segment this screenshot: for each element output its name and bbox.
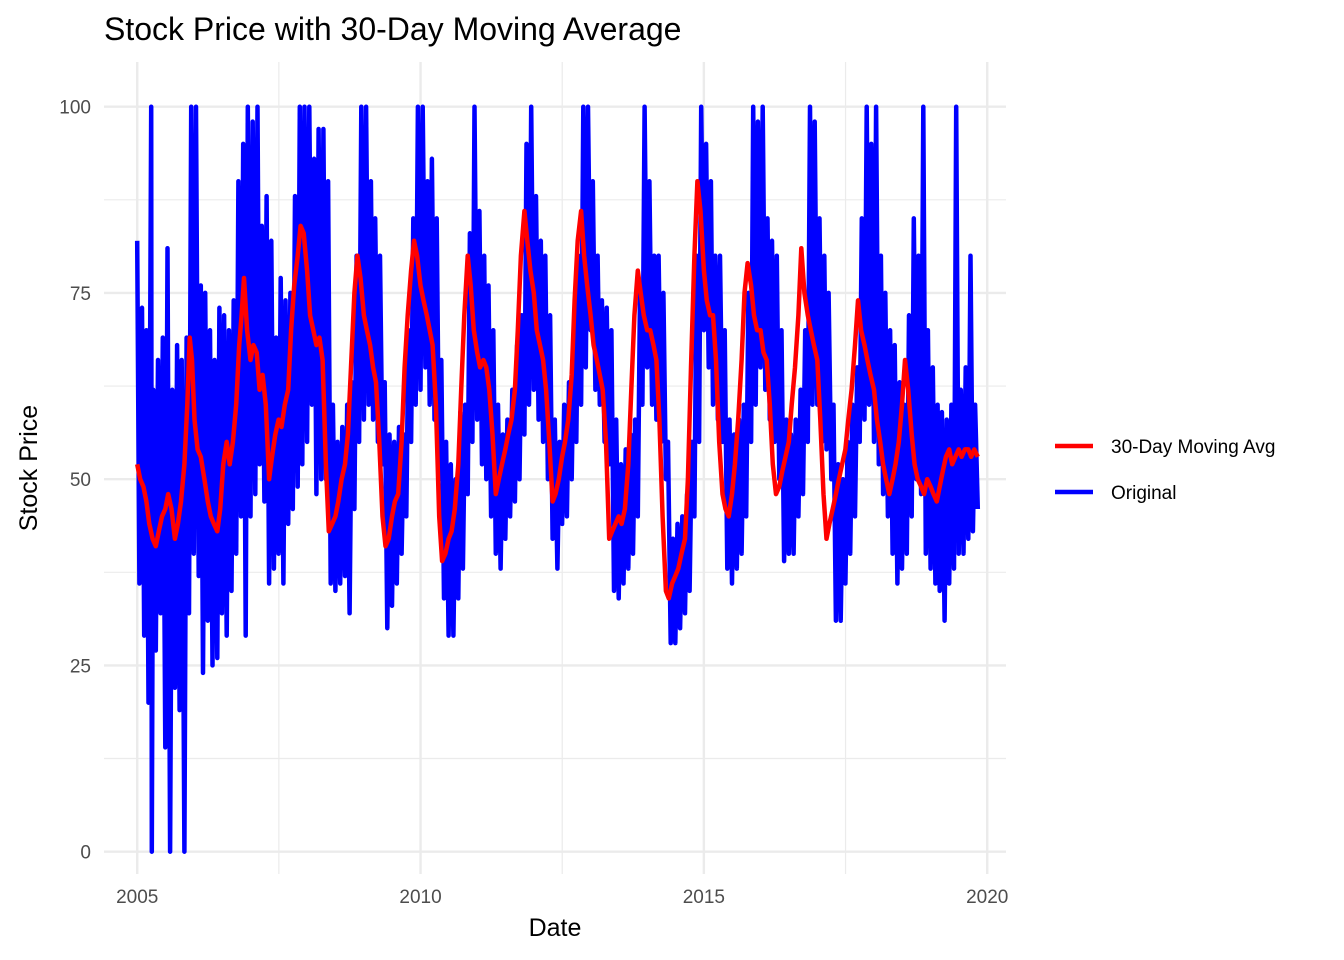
- x-tick-label: 2015: [683, 887, 725, 908]
- x-axis-title: Date: [529, 914, 582, 942]
- chart-title: Stock Price with 30-Day Moving Average: [104, 11, 681, 47]
- x-tick-labels: 2005 2010 2015 2020: [116, 887, 1008, 908]
- y-tick-label: 50: [70, 470, 91, 491]
- x-tick-label: 2010: [399, 887, 441, 908]
- y-tick-label: 25: [70, 656, 91, 677]
- legend: 30-Day Moving Avg Original: [1055, 437, 1275, 504]
- legend-label-original: Original: [1111, 483, 1176, 504]
- series-line-30-day-moving-avg: [134, 178, 980, 601]
- x-tick-label: 2020: [966, 887, 1008, 908]
- series-layer: [134, 104, 981, 854]
- legend-label-30-day-moving-avg: 30-Day Moving Avg: [1111, 437, 1275, 458]
- y-tick-label: 0: [80, 843, 91, 864]
- x-tick-label: 2005: [116, 887, 158, 908]
- y-axis-title: Stock Price: [15, 405, 43, 531]
- y-tick-label: 75: [70, 284, 91, 305]
- y-tick-label: 100: [59, 98, 91, 119]
- y-tick-labels: 0 25 50 75 100: [59, 98, 91, 864]
